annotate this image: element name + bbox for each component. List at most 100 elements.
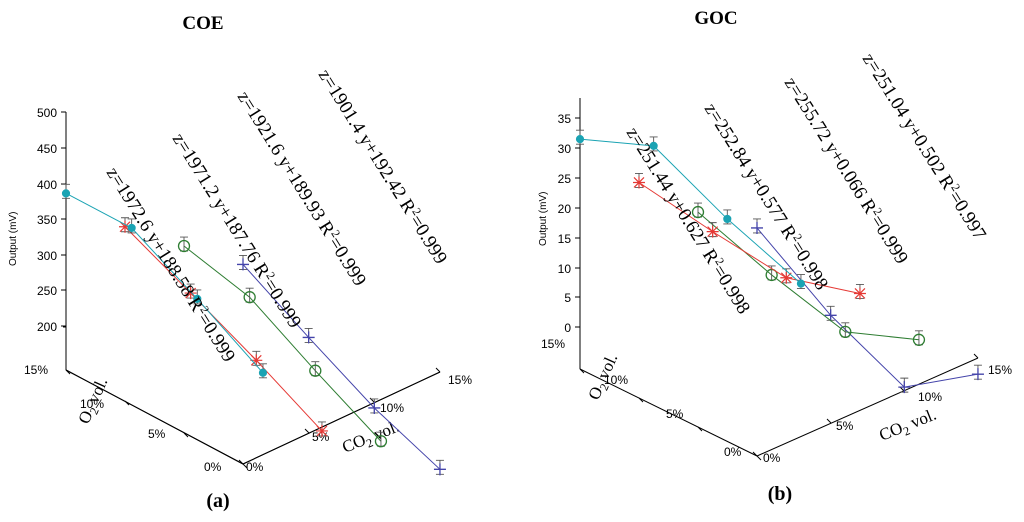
- goc-series-1-point: [912, 333, 926, 346]
- coe-ytick-label: 400: [37, 178, 57, 192]
- coe-series-0-line: [242, 264, 441, 470]
- coe-co2-tick-mark: [435, 367, 441, 373]
- goc-ytick-label: 25: [558, 172, 572, 186]
- goc-co2-tick-label: 5%: [836, 419, 854, 433]
- coe-co2-axis-label-main: CO: [339, 430, 368, 456]
- coe-co2-tick-label: 15%: [448, 373, 472, 387]
- goc-o2-axis-label-sub: 2: [597, 381, 612, 392]
- coe-series-2-point: [315, 424, 328, 437]
- coe-series-1-point: [309, 364, 322, 377]
- goc-o2-tick-label: 0%: [724, 445, 742, 459]
- goc-eq-2-text: z=255.72 y+0.066 R: [780, 74, 881, 218]
- goc-series-1-line: [697, 211, 920, 341]
- goc-series-0-point: [898, 381, 911, 394]
- goc-co2-tick-label: 10%: [918, 390, 942, 404]
- chart-goc: 0 5 10 15 20 25 30 35 Output (mV) 15% 10…: [538, 8, 1012, 505]
- goc-ytick-label: 30: [558, 142, 572, 156]
- goc-series-1-point: [839, 325, 852, 339]
- coe-o2-tick-label: 15%: [24, 363, 48, 377]
- goc-ytick-label: 5: [564, 291, 571, 305]
- coe-series-0-point: [368, 401, 381, 414]
- goc-co2-axis-label-suffix: vol.: [904, 405, 939, 434]
- goc-o2-tick-mark: [756, 455, 762, 461]
- coe-series-group: [61, 183, 446, 476]
- coe-series-1-point: [177, 239, 191, 253]
- goc-co2-tick-label: 0%: [763, 451, 781, 465]
- coe-series-3-point: [61, 189, 71, 198]
- goc-series-3-line: [579, 138, 802, 284]
- coe-series-1-errorbar: [180, 236, 188, 252]
- chart-coe: 200 250 300 350 400 450 500 Output (mV) …: [8, 13, 472, 512]
- coe-o2-axis-label-suffix: vol.: [82, 375, 112, 410]
- goc-series-2-point: [780, 271, 793, 284]
- coe-eq-3-r2: =0.999: [405, 211, 451, 267]
- goc-eq-3-text: z=251.04 y+0.502 R: [858, 50, 959, 194]
- goc-o2-tick-mark: [697, 426, 703, 432]
- coe-y-ticks: 200 250 300 350 400 450 500: [37, 106, 66, 334]
- coe-ytick-label: 250: [37, 284, 57, 298]
- goc-o2-axis-line: [579, 368, 758, 457]
- goc-co2-axis-line: [756, 357, 979, 457]
- coe-eq-1-r2: =0.999: [259, 275, 305, 331]
- goc-series-3-point: [649, 141, 658, 151]
- goc-ytick-label: 20: [558, 202, 572, 216]
- goc-o2-tick-mark: [638, 397, 644, 403]
- coe-eq-0-text: z=1972.6 y+188.58 R: [102, 164, 208, 316]
- goc-co2-axis-label: CO2 vol.: [876, 405, 940, 448]
- coe-co2-tick-label: 0%: [246, 460, 264, 474]
- goc-ytick-label: 15: [558, 232, 572, 246]
- coe-ytick-label: 300: [37, 249, 57, 263]
- goc-eq-1-r2: =0.998: [786, 237, 832, 293]
- goc-co2-axis-label-main: CO: [876, 418, 905, 444]
- goc-y-axis-label: Output (mV): [538, 192, 549, 246]
- goc-panel-label: (b): [768, 483, 792, 505]
- coe-ytick-label: 450: [37, 142, 57, 156]
- coe-series-2-point: [119, 220, 131, 233]
- coe-eq-2-r2: =0.999: [324, 233, 370, 289]
- goc-series-1-point: [765, 268, 778, 282]
- coe-ytick-label: 200: [37, 320, 57, 334]
- coe-co2-tick-label: 10%: [380, 401, 404, 415]
- coe-o2-tick-label: 0%: [204, 460, 222, 474]
- coe-series-1-point: [243, 291, 256, 304]
- coe-series-0-point: [302, 331, 315, 344]
- goc-series-2-point: [706, 225, 719, 238]
- coe-o2-tick-mark: [124, 400, 130, 406]
- goc-eq-0-r2: =0.998: [708, 261, 754, 317]
- coe-panel-label: (a): [206, 490, 229, 512]
- coe-o2-tick-mark: [65, 369, 71, 375]
- goc-o2-tick-label: 10%: [604, 373, 628, 387]
- coe-series-2-line: [124, 226, 323, 432]
- coe-o2-axis-line: [65, 369, 244, 465]
- coe-ytick-label: 500: [37, 106, 57, 120]
- goc-series-3-point: [575, 135, 585, 144]
- goc-series-3-point: [796, 279, 806, 288]
- coe-co2-axis-label: CO2 vol.: [339, 417, 403, 460]
- goc-co2-tick-mark: [826, 418, 832, 424]
- goc-title: GOC: [694, 8, 737, 29]
- coe-series-2-point: [250, 354, 263, 367]
- goc-series-2-point: [633, 176, 645, 189]
- coe-o2-tick-mark: [183, 432, 189, 438]
- goc-co2-axis-label-sub: 2: [901, 423, 912, 438]
- goc-ytick-label: 10: [558, 262, 572, 276]
- goc-o2-ticks: 15% 10% 5% 0%: [541, 337, 762, 461]
- coe-series-3-point: [258, 368, 268, 377]
- coe-co2-axis-label-sub: 2: [364, 435, 375, 450]
- coe-eq-3-text: z=1901.4 y+192.42 R: [314, 66, 420, 218]
- coe-series-3-point: [127, 223, 136, 233]
- goc-series-0-point: [751, 221, 763, 234]
- goc-series-2-line: [638, 182, 861, 294]
- goc-eq-0-text: z=251.44 y+0.627 R: [622, 124, 723, 268]
- goc-series-1-point: [691, 205, 705, 219]
- goc-series-2-point: [853, 287, 866, 300]
- coe-o2-ticks: 15% 10% 5% 0%: [24, 363, 248, 474]
- goc-o2-tick-label: 5%: [666, 407, 684, 421]
- coe-co2-tick-mark: [238, 459, 244, 465]
- goc-series-3-point: [723, 214, 732, 224]
- goc-ytick-label: 35: [558, 112, 572, 126]
- goc-co2-ticks: 0% 5% 10% 15%: [752, 353, 1012, 465]
- coe-o2-tick-mark: [242, 463, 248, 469]
- coe-series-0-point: [237, 258, 249, 271]
- goc-co2-tick-mark: [973, 353, 979, 359]
